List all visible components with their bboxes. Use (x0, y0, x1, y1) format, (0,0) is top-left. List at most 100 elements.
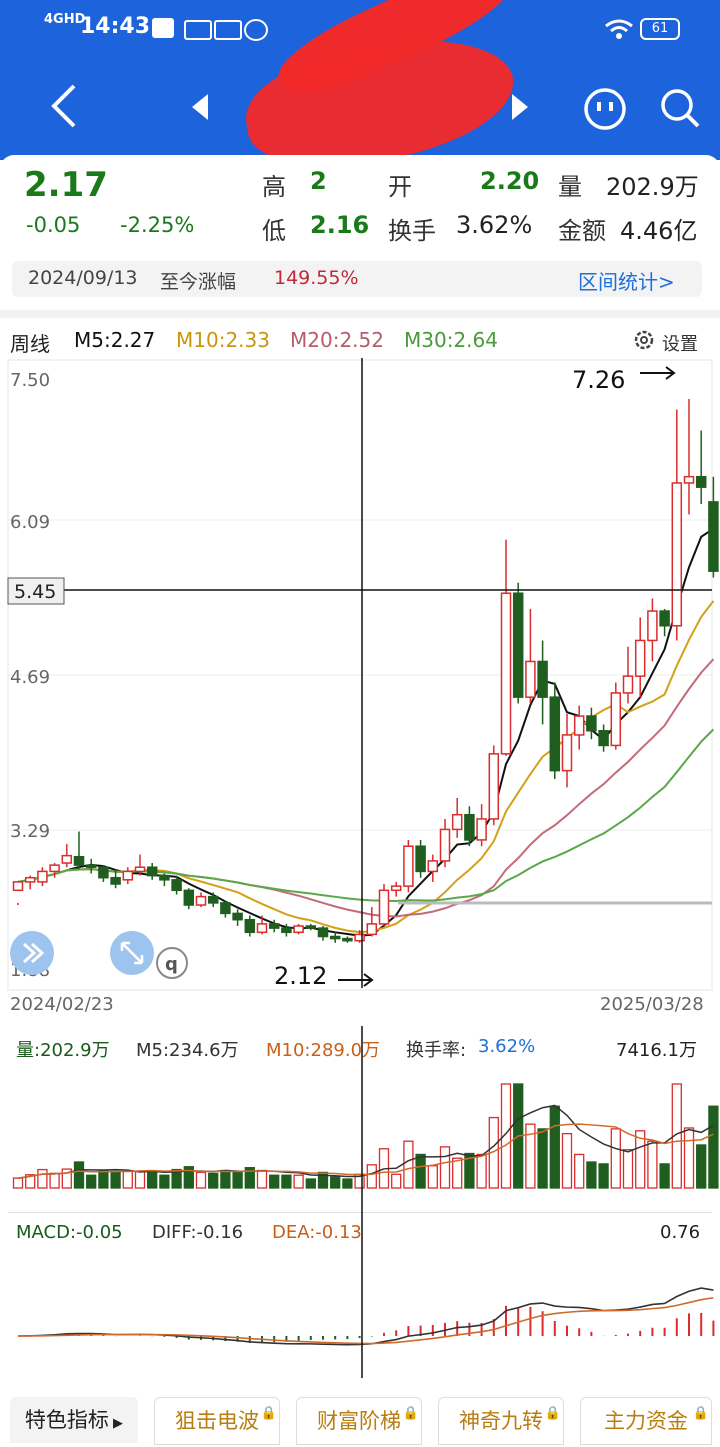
range-date: 2024/09/13 (28, 267, 138, 289)
candle-body (427, 860, 439, 873)
period-label[interactable]: 周线 (10, 332, 50, 356)
volume-bar (293, 1174, 304, 1189)
candle-body (207, 895, 219, 904)
lock-icon: 🔒 (402, 1406, 419, 1421)
gear-icon[interactable] (632, 328, 656, 352)
macd-value: MACD:-0.05 (16, 1222, 123, 1243)
ma30-value: M30:2.64 (404, 328, 498, 352)
volume-bar (342, 1178, 353, 1189)
candle-body (268, 923, 280, 929)
volume-m5: M5:234.6万 (136, 1040, 239, 1061)
macd-panel[interactable]: MACD:-0.05 DIFF:-0.16 DEA:-0.13 0.76 (0, 1212, 720, 1382)
candle-body (49, 864, 60, 873)
price-chart[interactable]: 7.50 6.09 4.69 3.29 1.88 5.45 7.26 2.12 … (0, 358, 720, 1018)
volume-bar (195, 1171, 207, 1189)
candle-body (12, 881, 24, 892)
volume-panel[interactable]: 量:202.9万 M5:234.6万 M10:289.0万 换手率: 3.62%… (0, 1026, 720, 1206)
app-header: 4GHD 14:43 61 (0, 0, 720, 179)
candles (12, 398, 719, 943)
tab-main-capital[interactable]: 主力资金 🔒 (580, 1397, 712, 1445)
tab-sniper-wave[interactable]: 狙击电波 🔒 (154, 1397, 280, 1445)
candle-body (122, 870, 134, 881)
volume-bar (232, 1171, 243, 1189)
volume-bar (683, 1127, 695, 1189)
volume-bar (403, 1140, 414, 1189)
volume-bar (598, 1163, 609, 1189)
candle-body (146, 866, 158, 877)
candle-body (647, 610, 658, 642)
y-tick-label: 7.50 (10, 370, 50, 391)
ma20-line (17, 658, 715, 918)
y-tick-label: 3.29 (10, 821, 50, 842)
volume-bar (696, 1144, 707, 1189)
volume-bar (452, 1157, 463, 1189)
volume-label: 量 (558, 173, 582, 201)
tab-special-indicators[interactable]: 特色指标 ▶ (10, 1397, 138, 1443)
candle-body (354, 933, 365, 942)
range-stats-link[interactable]: 区间统计> (578, 270, 675, 294)
candle-body (183, 889, 195, 906)
settings-label[interactable]: 设置 (662, 334, 698, 355)
tab-wealth-ladder[interactable]: 财富阶梯 🔒 (296, 1397, 422, 1445)
volume-bar (61, 1168, 72, 1189)
news-notification-icon-2 (214, 20, 242, 40)
volume-bar (671, 1083, 682, 1189)
search-icon[interactable] (658, 86, 702, 130)
browser-notification-icon (244, 19, 268, 41)
crosshair-lower (361, 1026, 363, 1378)
volume-bar (574, 1153, 585, 1189)
candle-body (695, 475, 707, 488)
next-stock-icon[interactable] (510, 92, 530, 122)
ma20-value: M20:2.52 (290, 328, 384, 352)
q-indicator-icon (156, 947, 188, 979)
low-label: 低 (262, 217, 286, 245)
tab-magic-nine[interactable]: 神奇九转 🔒 (438, 1397, 564, 1445)
candle-body (378, 889, 390, 925)
volume-bar (537, 1128, 548, 1189)
candle-body (73, 855, 85, 866)
range-bar[interactable]: 2024/09/13 至今涨幅 149.55% 区间统计> (12, 261, 702, 297)
tab-label: 神奇九转 (459, 1409, 543, 1433)
volume-bar (610, 1128, 621, 1189)
volume-bar (73, 1161, 85, 1189)
range-value: 149.55% (274, 267, 359, 289)
diff-value: DIFF:-0.16 (152, 1222, 244, 1243)
candle-body (171, 879, 182, 892)
price-change-pct: -2.25% (120, 213, 195, 237)
ma5-value: M5:2.27 (74, 328, 156, 352)
dea-line (17, 1296, 714, 1345)
open-value: 2.20 (480, 167, 540, 195)
open-label: 开 (388, 173, 412, 201)
candle-body (110, 876, 121, 885)
lock-icon: 🔒 (260, 1406, 277, 1421)
lock-icon: 🔒 (544, 1406, 561, 1421)
volume-bar (659, 1163, 670, 1189)
ma5-line (17, 527, 714, 937)
min-arrow-icon (338, 973, 374, 987)
candle-body (464, 813, 475, 841)
battery-icon: 61 (640, 18, 680, 40)
volume-bar (647, 1140, 658, 1189)
candle-body (622, 675, 634, 694)
prev-stock-icon[interactable] (190, 92, 210, 122)
back-icon[interactable] (46, 84, 80, 128)
candle-body (549, 696, 561, 772)
tab-label: 狙击电波 (175, 1409, 259, 1433)
turnover-rate-label: 换手率: (406, 1040, 467, 1061)
volume-value: 202.9万 (606, 173, 699, 201)
date-start: 2024/02/23 (10, 994, 114, 1015)
candle-body (598, 729, 609, 747)
ma10-value: M10:2.33 (176, 328, 270, 352)
candle-body (634, 639, 646, 677)
y-tick-label: 4.69 (10, 667, 50, 688)
macd-chart (17, 1287, 715, 1346)
candle-body (232, 912, 243, 921)
assistant-icon[interactable] (582, 86, 628, 132)
tab-label: 主力资金 (604, 1409, 688, 1433)
volume-bar (12, 1177, 24, 1189)
section-divider (0, 310, 720, 318)
volume-bar (269, 1174, 280, 1189)
volume-ma10-line (17, 1123, 714, 1179)
volume-bar (244, 1167, 255, 1189)
turnover-label: 换手 (388, 217, 436, 245)
